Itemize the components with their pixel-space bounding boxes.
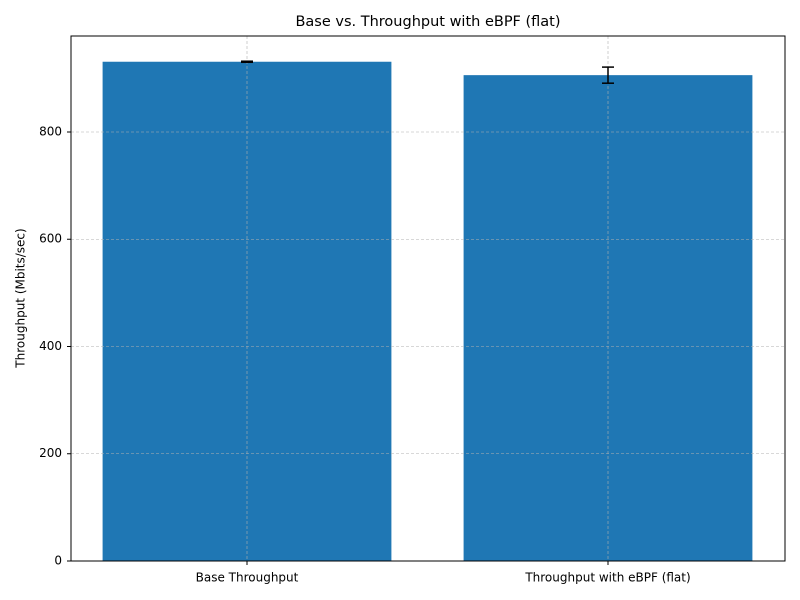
x-tick-label: Throughput with eBPF (flat) xyxy=(524,571,690,585)
plot-frame xyxy=(70,35,786,562)
y-tick-label: 400 xyxy=(39,339,62,353)
y-axis-label: Throughput (Mbits/sec) xyxy=(14,228,28,368)
y-tick-label: 800 xyxy=(39,124,62,138)
y-tick-label: 600 xyxy=(39,232,62,246)
chart-title: Base vs. Throughput with eBPF (flat) xyxy=(295,14,560,30)
error-bar xyxy=(602,66,614,84)
error-bar xyxy=(241,60,253,64)
x-tick-label: Base Throughput xyxy=(196,571,299,585)
y-tick-label: 0 xyxy=(54,554,62,568)
y-tick-label: 200 xyxy=(39,446,62,460)
